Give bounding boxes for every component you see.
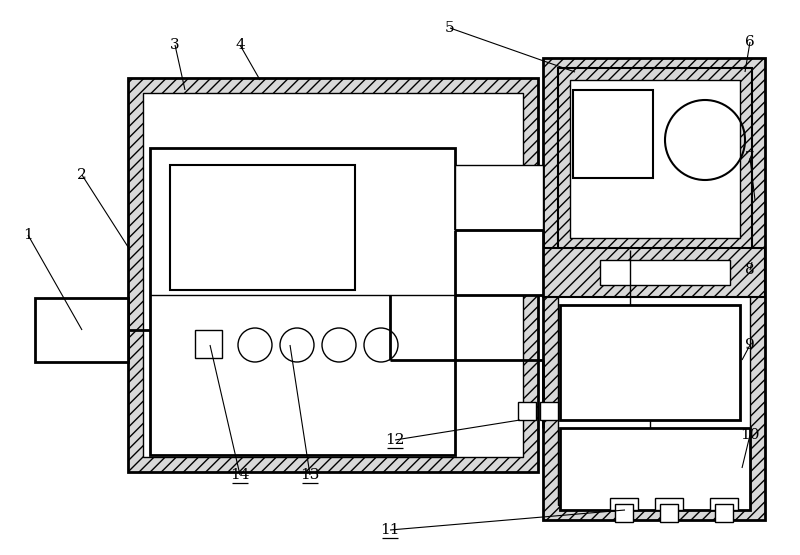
Bar: [390, 230, 543, 295]
Bar: [143, 93, 523, 457]
Bar: [570, 80, 740, 238]
Text: 7: 7: [745, 151, 755, 165]
Bar: [655, 498, 683, 510]
Text: 12: 12: [386, 433, 405, 447]
Bar: [558, 68, 752, 250]
Bar: [610, 498, 638, 510]
Text: 6: 6: [745, 35, 755, 49]
Bar: [600, 260, 730, 285]
Text: 3: 3: [170, 38, 180, 52]
Bar: [195, 330, 222, 358]
Text: 4: 4: [235, 38, 245, 52]
Text: 10: 10: [740, 428, 760, 442]
Bar: [543, 58, 765, 520]
Text: 9: 9: [745, 338, 755, 352]
Bar: [170, 165, 355, 290]
Bar: [560, 305, 740, 420]
Bar: [540, 402, 558, 420]
Text: 5: 5: [445, 21, 455, 35]
Text: 11: 11: [380, 523, 400, 537]
Bar: [150, 148, 455, 455]
Bar: [558, 73, 750, 505]
Bar: [455, 165, 543, 230]
Bar: [573, 90, 653, 178]
Bar: [660, 504, 678, 522]
Text: 1: 1: [23, 228, 33, 242]
Bar: [715, 504, 733, 522]
Bar: [560, 428, 750, 510]
Text: 13: 13: [300, 468, 320, 482]
Text: 2: 2: [77, 168, 87, 182]
Bar: [35, 298, 128, 362]
Bar: [615, 504, 633, 522]
Bar: [518, 402, 536, 420]
Bar: [543, 248, 765, 297]
Text: 14: 14: [230, 468, 250, 482]
Text: 8: 8: [745, 263, 755, 277]
Bar: [710, 498, 738, 510]
Bar: [128, 78, 538, 472]
